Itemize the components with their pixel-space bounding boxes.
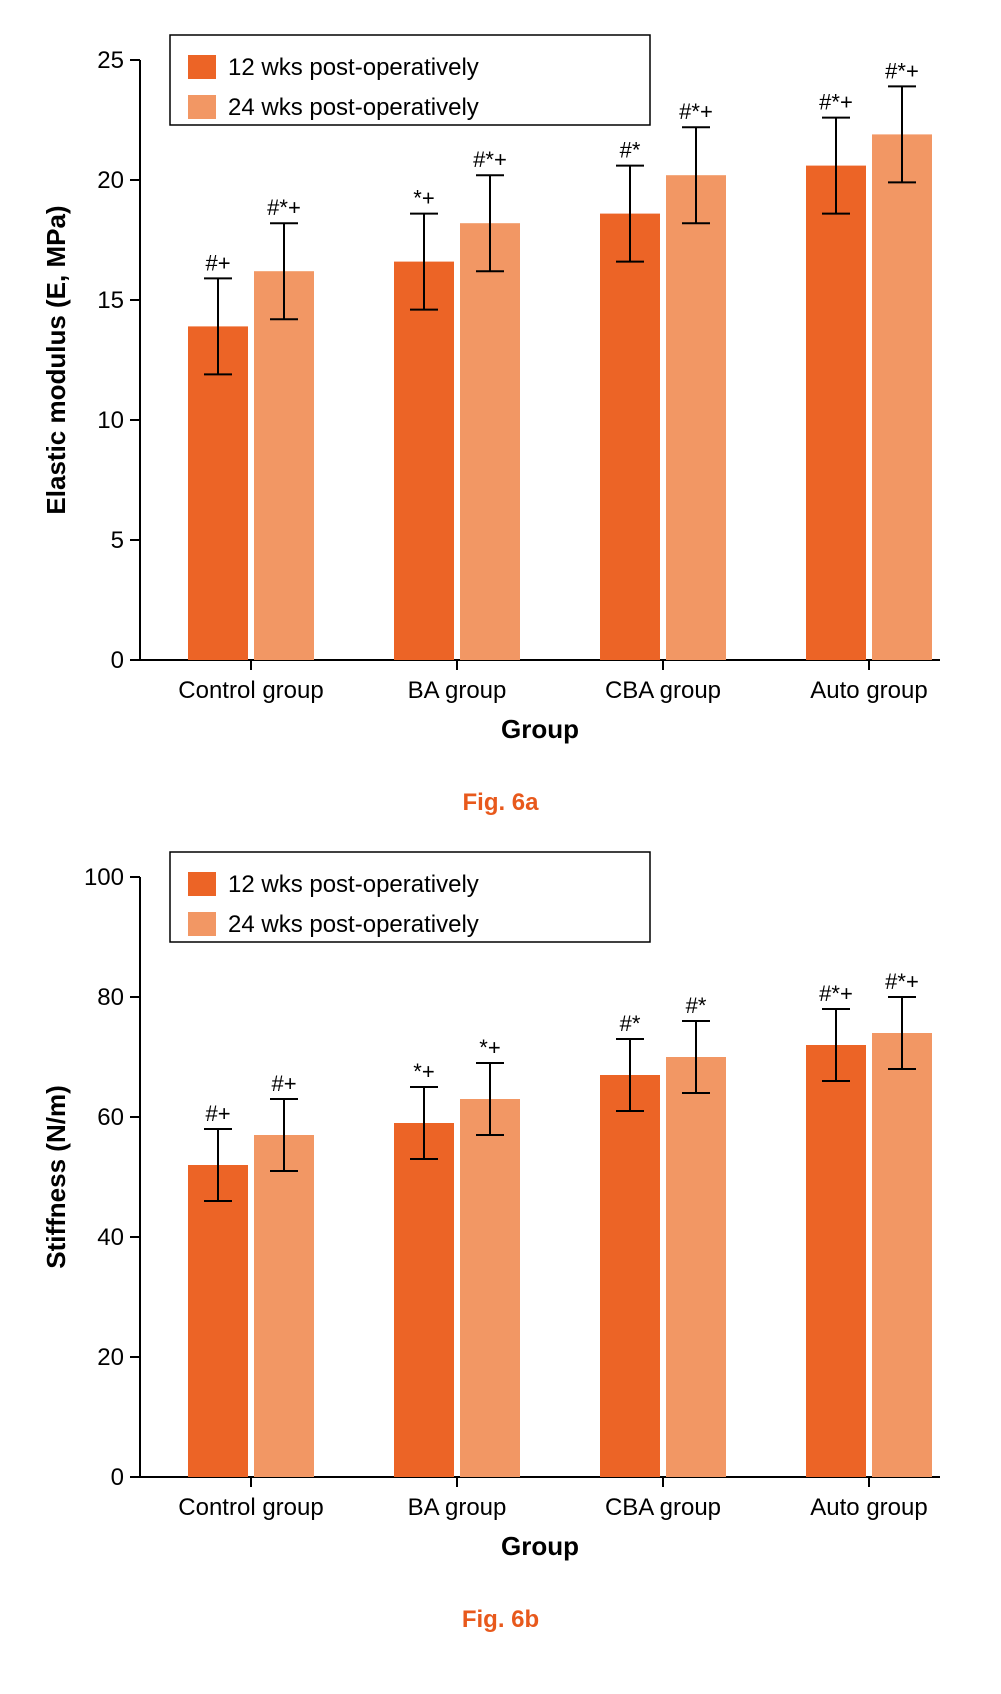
y-tick-label: 60 — [97, 1104, 124, 1131]
bar — [872, 1033, 932, 1477]
significance-label: *+ — [479, 1035, 500, 1060]
significance-label: #* — [620, 138, 641, 163]
category-label: Control group — [178, 677, 323, 704]
significance-label: #*+ — [819, 90, 853, 115]
legend-swatch — [188, 872, 216, 896]
bar — [188, 1165, 248, 1477]
significance-label: #* — [620, 1011, 641, 1036]
bar — [600, 1075, 660, 1477]
category-label: Control group — [178, 1494, 323, 1521]
chart-a-svg-container: 0 5 10 15 20 25 #+ #*+ Control group *+ #*+ BA grou… — [20, 20, 981, 785]
chart_b-svg: 0 20 40 60 80 100 #+ #+ Control group *+ *+ BA grou… — [20, 837, 980, 1597]
bar — [188, 326, 248, 660]
y-tick-label: 5 — [111, 527, 124, 554]
significance-label: #+ — [271, 1071, 296, 1096]
y-axis-label: Stiffness (N/m) — [41, 1085, 71, 1268]
category-label: BA group — [408, 1494, 507, 1521]
y-tick-label: 20 — [97, 1344, 124, 1371]
y-tick-label: 0 — [111, 647, 124, 674]
significance-label: #*+ — [679, 99, 713, 124]
bar — [460, 1099, 520, 1477]
bar — [806, 1045, 866, 1477]
category-label: CBA group — [605, 677, 721, 704]
category-label: Auto group — [810, 1494, 927, 1521]
chart-b-svg-container: 0 20 40 60 80 100 #+ #+ Control group *+ *+ BA grou… — [20, 837, 981, 1602]
legend-swatch — [188, 55, 216, 79]
y-tick-label: 40 — [97, 1224, 124, 1251]
y-axis-label: Elastic modulus (E, MPa) — [41, 205, 71, 514]
bar — [394, 1123, 454, 1477]
category-label: BA group — [408, 677, 507, 704]
significance-label: #*+ — [819, 981, 853, 1006]
chart-b-caption: Fig. 6b — [20, 1606, 981, 1634]
legend-label: 12 wks post-operatively — [228, 871, 479, 898]
chart-a-caption: Fig. 6a — [20, 789, 981, 817]
significance-label: *+ — [413, 186, 434, 211]
legend-label: 24 wks post-operatively — [228, 911, 479, 938]
bar — [460, 223, 520, 660]
chart_a-svg: 0 5 10 15 20 25 #+ #*+ Control group *+ #*+ BA grou… — [20, 20, 980, 780]
significance-label: #+ — [205, 1101, 230, 1126]
category-label: Auto group — [810, 677, 927, 704]
page: 0 5 10 15 20 25 #+ #*+ Control group *+ #*+ BA grou… — [0, 0, 1001, 1694]
x-axis-label: Group — [501, 714, 579, 744]
y-tick-label: 15 — [97, 287, 124, 314]
y-tick-label: 80 — [97, 984, 124, 1011]
bar — [254, 1135, 314, 1477]
bar — [666, 1057, 726, 1477]
legend-label: 24 wks post-operatively — [228, 94, 479, 121]
chart-a-block: 0 5 10 15 20 25 #+ #*+ Control group *+ #*+ BA grou… — [20, 20, 981, 817]
significance-label: #* — [686, 993, 707, 1018]
y-tick-label: 25 — [97, 47, 124, 74]
bar — [806, 166, 866, 660]
significance-label: #*+ — [885, 58, 919, 83]
y-tick-label: 20 — [97, 167, 124, 194]
y-tick-label: 0 — [111, 1464, 124, 1491]
y-tick-label: 10 — [97, 407, 124, 434]
legend-label: 12 wks post-operatively — [228, 54, 479, 81]
significance-label: #+ — [205, 250, 230, 275]
bar — [394, 262, 454, 660]
bar — [872, 134, 932, 660]
significance-label: #*+ — [267, 195, 301, 220]
bar — [254, 271, 314, 660]
category-label: CBA group — [605, 1494, 721, 1521]
significance-label: #*+ — [885, 969, 919, 994]
y-tick-label: 100 — [84, 864, 124, 891]
significance-label: #*+ — [473, 147, 507, 172]
chart-b-block: 0 20 40 60 80 100 #+ #+ Control group *+ *+ BA grou… — [20, 837, 981, 1634]
significance-label: *+ — [413, 1059, 434, 1084]
x-axis-label: Group — [501, 1531, 579, 1561]
legend-swatch — [188, 95, 216, 119]
bar — [600, 214, 660, 660]
legend-swatch — [188, 912, 216, 936]
bar — [666, 175, 726, 660]
